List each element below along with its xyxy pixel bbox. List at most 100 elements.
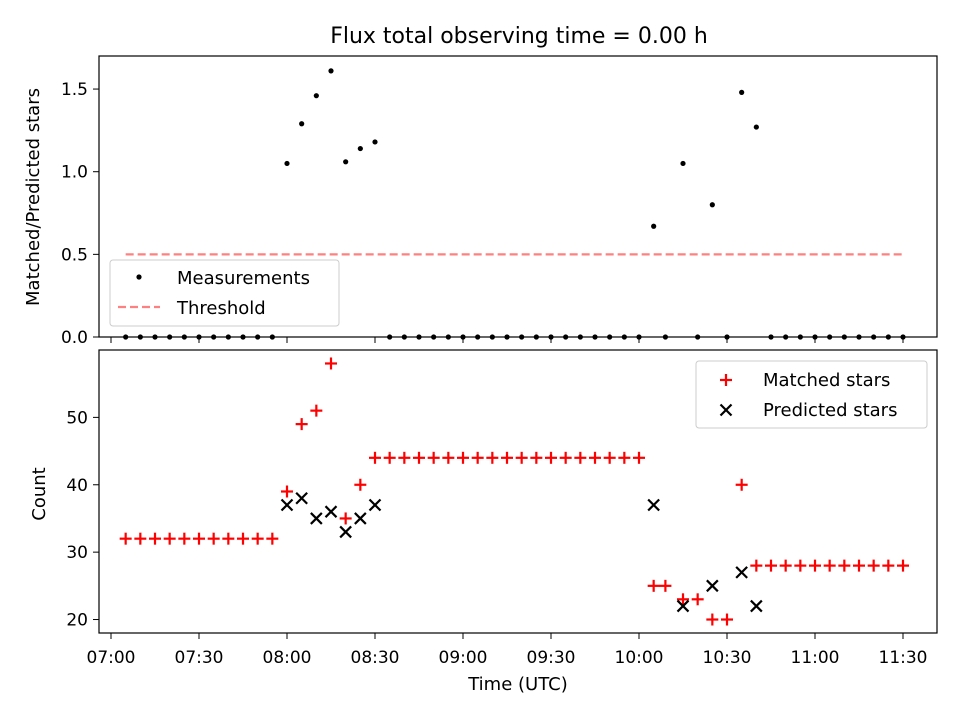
matched-star-point bbox=[545, 451, 557, 464]
y-tick-label: 40 bbox=[66, 476, 88, 496]
y-tick-label: 0.5 bbox=[61, 245, 88, 265]
measurement-point bbox=[328, 68, 334, 74]
predicted-star-point bbox=[295, 491, 308, 505]
predicted-star-point bbox=[706, 579, 719, 593]
matched-star-point bbox=[838, 559, 851, 572]
legend-plus-glyph bbox=[720, 374, 732, 386]
x-tick-label: 08:00 bbox=[263, 648, 312, 668]
matched-star-point bbox=[281, 485, 293, 498]
matched-star-point bbox=[178, 532, 191, 545]
matched-star-point bbox=[442, 451, 455, 464]
matched-star-point bbox=[721, 613, 733, 626]
bottom-legend-box bbox=[695, 360, 928, 429]
measurement-point bbox=[753, 124, 759, 130]
matched-star-point bbox=[251, 532, 264, 545]
predicted-star-point bbox=[647, 498, 660, 512]
matched-star-point bbox=[677, 593, 689, 606]
matched-star-point bbox=[237, 532, 249, 545]
bottom-legend: Matched stars Predicted stars bbox=[695, 360, 928, 429]
x-axis-label: Time (UTC) bbox=[467, 674, 568, 695]
legend-predicted-label: Predicted stars bbox=[763, 400, 897, 421]
legend-x-glyph bbox=[719, 403, 733, 417]
chart-title: Flux total observing time = 0.00 h bbox=[330, 24, 708, 49]
x-tick-label: 10:30 bbox=[703, 648, 752, 668]
top-legend-box bbox=[109, 259, 340, 327]
y-tick-label: 20 bbox=[66, 611, 88, 631]
legend-matched-marker bbox=[720, 374, 732, 386]
matched-star-point bbox=[809, 559, 821, 572]
matched-star-point bbox=[398, 451, 411, 464]
matched-star-point bbox=[134, 532, 147, 545]
matched-star-point bbox=[163, 532, 176, 545]
x-tick-label: 08:30 bbox=[351, 648, 400, 668]
matched-star-point bbox=[222, 532, 235, 545]
x-tick-label: 07:00 bbox=[87, 648, 136, 668]
matched-star-point bbox=[427, 451, 440, 464]
matched-star-point bbox=[603, 451, 616, 464]
x-tick-label: 09:30 bbox=[527, 648, 576, 668]
matched-star-point bbox=[750, 559, 763, 572]
legend-matched-label: Matched stars bbox=[763, 370, 890, 391]
predicted-star-point bbox=[280, 498, 294, 512]
measurement-point bbox=[284, 160, 290, 167]
matched-star-point bbox=[530, 451, 543, 464]
matched-star-point bbox=[339, 512, 352, 525]
y-tick-label: 1.5 bbox=[61, 80, 88, 100]
predicted-star-point bbox=[354, 512, 367, 525]
measurement-point bbox=[680, 160, 686, 167]
matched-star-point bbox=[659, 579, 672, 592]
measurement-point bbox=[299, 121, 305, 127]
matched-star-point bbox=[354, 478, 367, 491]
bottom-y-axis-label: Count bbox=[29, 467, 50, 520]
legend-predicted-marker bbox=[719, 403, 733, 417]
predicted-star-point bbox=[676, 599, 690, 613]
matched-star-point bbox=[369, 451, 381, 464]
y-tick-label: 30 bbox=[66, 543, 88, 563]
measurement-point bbox=[651, 223, 657, 229]
measurement-point bbox=[343, 159, 349, 165]
matched-star-point bbox=[457, 451, 469, 464]
matched-star-point bbox=[325, 357, 337, 370]
top-y-axis: 0.0 0.5 1.0 1.5 bbox=[61, 80, 99, 348]
legend-measurements-label: Measurements bbox=[177, 268, 310, 289]
predicted-star-point bbox=[324, 505, 338, 518]
matched-star-point bbox=[618, 451, 631, 464]
x-tick-label: 09:00 bbox=[439, 648, 488, 668]
matched-star-point bbox=[706, 613, 719, 626]
measurement-point bbox=[709, 202, 715, 208]
measurement-point bbox=[739, 89, 745, 95]
top-y-axis-label: Matched/Predicted stars bbox=[23, 88, 44, 306]
measurement-point bbox=[313, 93, 319, 99]
y-tick-label: 1.0 bbox=[61, 163, 88, 183]
bottom-y-axis: 20 30 40 50 bbox=[66, 408, 99, 631]
matched-star-point bbox=[735, 478, 748, 491]
top-panel: 0.0 0.5 1.0 1.5 Matched/Predicted stars Mea… bbox=[23, 55, 938, 348]
bottom-panel: 20 30 40 50 07:00 07:30 08:00 08:30 09:00 09:30 1… bbox=[29, 349, 938, 695]
bottom-axes-frame bbox=[98, 349, 938, 634]
legend-measurements-marker bbox=[136, 274, 142, 280]
measurement-point bbox=[357, 145, 363, 152]
matched-star-point bbox=[574, 451, 587, 464]
predicted-star-point bbox=[368, 498, 382, 512]
matched-star-point bbox=[691, 593, 704, 606]
matched-star-point bbox=[193, 532, 205, 545]
matched-star-point bbox=[383, 451, 396, 464]
matched-star-point bbox=[295, 418, 308, 431]
matched-star-point bbox=[589, 451, 601, 464]
matched-star-point bbox=[853, 559, 865, 572]
matched-star-point bbox=[647, 579, 660, 592]
matched-star-point bbox=[149, 532, 161, 545]
top-axes-frame bbox=[98, 55, 938, 338]
matched-star-point bbox=[515, 451, 528, 464]
measurement-point bbox=[372, 139, 378, 145]
matched-star-point bbox=[633, 451, 645, 464]
matched-star-point bbox=[486, 451, 499, 464]
top-x-axis bbox=[110, 337, 904, 343]
x-tick-label: 07:30 bbox=[175, 648, 224, 668]
predicted-star-point bbox=[735, 566, 748, 579]
predicted-star-point bbox=[339, 525, 352, 539]
x-tick-label: 11:00 bbox=[791, 648, 840, 668]
matched-star-point bbox=[119, 532, 132, 545]
